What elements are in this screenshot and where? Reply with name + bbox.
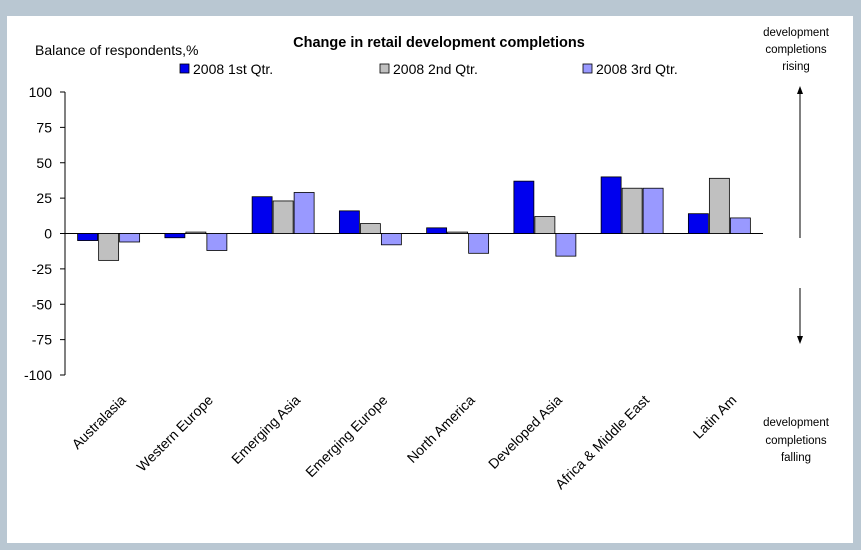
rising-line-2: completions	[765, 44, 827, 56]
bar	[251, 196, 273, 234]
legend-label: 2008 1st Qtr.	[193, 61, 273, 77]
down-arrow-icon	[797, 336, 803, 344]
y-tick-label: 50	[36, 155, 52, 171]
legend: 2008 1st Qtr. 2008 2nd Qtr. 2008 3rd Qtr.	[179, 61, 678, 77]
y-tick-label: 75	[36, 119, 52, 135]
x-tick-labels: Australasia Western Europe Emerging AsiaEm…	[68, 392, 739, 493]
bar	[380, 233, 402, 246]
bar	[600, 176, 622, 234]
bar	[687, 213, 709, 234]
legend-label: 2008 3rd Qtr.	[596, 61, 678, 77]
falling-line-1: development	[763, 417, 830, 429]
up-arrow-icon	[797, 86, 803, 94]
bar	[119, 233, 141, 243]
bar	[359, 223, 381, 234]
bar	[621, 187, 643, 234]
bar	[447, 231, 469, 234]
x-tick-label: Australasia	[68, 392, 128, 452]
bar	[272, 200, 294, 234]
bar	[98, 233, 120, 261]
rising-line-1: development	[763, 27, 830, 39]
y-tick-label: 100	[29, 84, 53, 100]
x-tick-label: Emerging Europe	[302, 392, 391, 481]
bar	[513, 180, 535, 234]
chart-frame: Change in retail development completions…	[7, 16, 853, 543]
bar	[729, 217, 751, 234]
y-tick-label: -50	[32, 296, 52, 312]
legend-label: 2008 2nd Qtr.	[393, 61, 478, 77]
y-tick-label: 25	[36, 190, 52, 206]
chart-title: Change in retail development completions	[293, 35, 585, 51]
y-axis-label: Balance of respondents,%	[35, 42, 198, 58]
legend-swatch	[379, 63, 390, 74]
bar	[206, 233, 228, 251]
x-tick-label: Developed Asia	[485, 392, 565, 472]
falling-line-3: falling	[781, 452, 811, 464]
bar	[164, 233, 186, 239]
bar	[185, 231, 207, 234]
x-tick-label: Africa & Middle East	[552, 392, 653, 493]
bar	[77, 233, 99, 241]
y-tick-label: 0	[44, 226, 52, 242]
legend-swatch	[179, 63, 190, 74]
falling-annotation: development completions falling	[763, 288, 830, 464]
rising-annotation: development completions rising	[763, 27, 830, 238]
bar	[293, 192, 315, 234]
bar	[426, 227, 448, 234]
x-tick-label: Western Europe	[133, 392, 216, 475]
x-tick-label: Latin Am	[690, 392, 740, 442]
bar	[468, 233, 490, 254]
legend-swatch	[582, 63, 593, 74]
bar	[534, 216, 556, 234]
chart-svg: Change in retail development completions…	[24, 27, 830, 493]
x-tick-label: North America	[404, 392, 478, 466]
y-tick-label: -25	[32, 261, 52, 277]
falling-line-2: completions	[765, 435, 827, 447]
bars	[77, 176, 751, 261]
y-tick-label: -100	[24, 367, 52, 383]
bar	[642, 187, 664, 234]
rising-line-3: rising	[782, 61, 809, 73]
bar	[555, 233, 577, 257]
y-tick-labels: 100 75 50 25 0 -25 -50 -75 -100	[24, 84, 52, 383]
x-tick-label: Emerging Asia	[228, 392, 303, 467]
bar	[708, 177, 730, 234]
y-tick-label: -75	[32, 332, 52, 348]
bar	[338, 210, 360, 234]
